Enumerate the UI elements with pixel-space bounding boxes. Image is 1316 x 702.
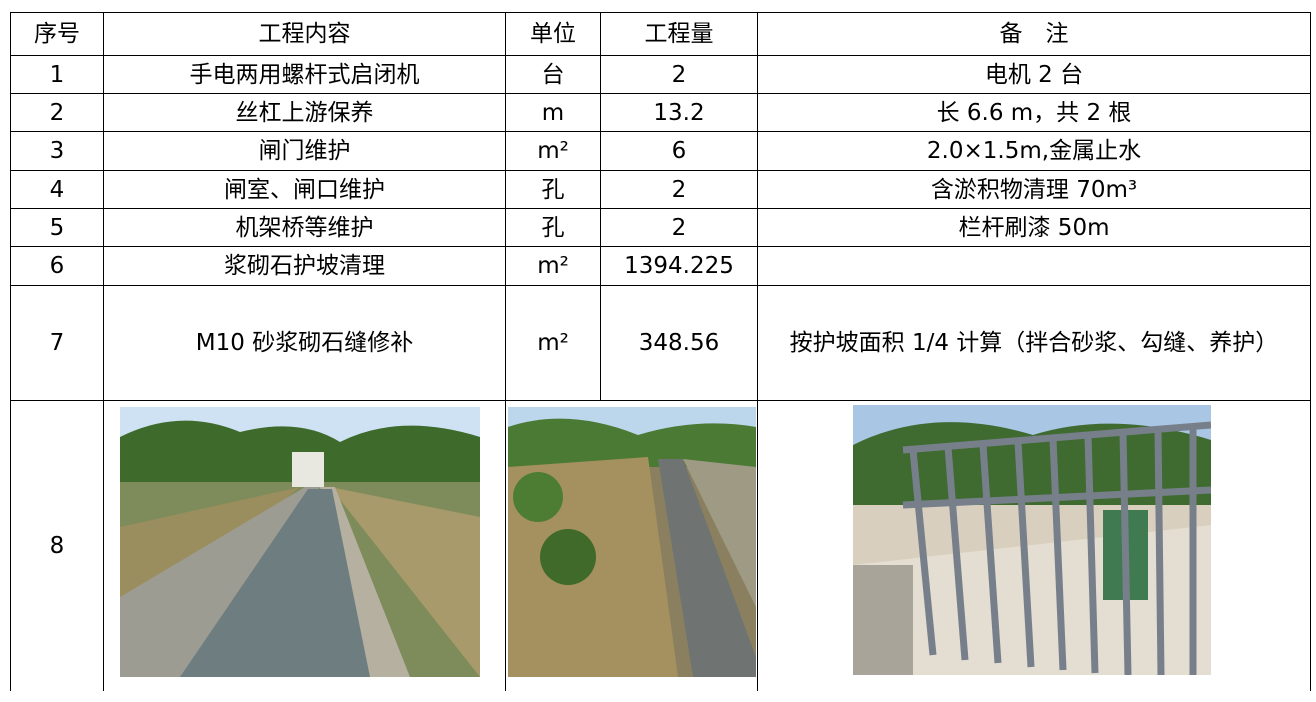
cell: 电机 2 台 — [757, 55, 1311, 94]
photo-canal — [120, 407, 480, 677]
cell: m² — [505, 285, 601, 401]
cell: 孔 — [505, 208, 601, 247]
cell: 手电两用螺杆式启闭机 — [103, 55, 506, 94]
cell: 丝杠上游保养 — [103, 93, 506, 132]
header-row: 序号 工程内容 单位 工程量 备 注 — [10, 12, 1311, 56]
photo-channel — [508, 407, 756, 677]
row: 2 丝杠上游保养 m 13.2 长 6.6 m，共 2 根 — [10, 93, 1311, 132]
cell: 2 — [10, 93, 104, 132]
cell: 闸门维护 — [103, 131, 506, 171]
cell: 栏杆刷漆 50m — [757, 208, 1311, 247]
cell: 含淤积物清理 70m³ — [757, 170, 1311, 209]
cell: M10 砂浆砌石缝修补 — [103, 285, 506, 401]
header-cell: 工程量 — [600, 12, 758, 56]
header-cell: 序号 — [10, 12, 104, 56]
cell: 4 — [10, 170, 104, 209]
cell: 6 — [600, 131, 758, 171]
work-table: 序号 工程内容 单位 工程量 备 注 1 手电两用螺杆式启闭机台 2 电机 2 台 2… — [10, 12, 1311, 691]
cell: 6 — [10, 246, 104, 286]
cell: 3 — [10, 131, 104, 171]
cell: 1394.225 — [600, 246, 758, 286]
cell: 8 — [10, 400, 104, 691]
row: 7 M10 砂浆砌石缝修补 m² 348.56 按护坡面积 1/4 计算（拌合砂浆、勾缝… — [10, 285, 1311, 401]
cell: 2.0×1.5m,金属止水 — [757, 131, 1311, 171]
row: 8 — [10, 400, 1311, 691]
photo-cell — [757, 400, 1311, 691]
photo-railing — [853, 405, 1211, 675]
row: 5 机架桥等维护孔 2 栏杆刷漆 50m — [10, 208, 1311, 247]
photo-cell — [505, 400, 758, 691]
cell: 1 — [10, 55, 104, 94]
cell: 浆砌石护坡清理 — [103, 246, 506, 286]
cell: 348.56 — [600, 285, 758, 401]
row: 1 手电两用螺杆式启闭机台 2 电机 2 台 — [10, 55, 1311, 94]
cell: m² — [505, 131, 601, 171]
header-cell: 备 注 — [757, 12, 1311, 56]
cell: 2 — [600, 208, 758, 247]
header-cell: 单位 — [505, 12, 601, 56]
row: 6 浆砌石护坡清理 m² 1394.225 — [10, 246, 1311, 286]
cell: m² — [505, 246, 601, 286]
cell: 7 — [10, 285, 104, 401]
cell: m — [505, 93, 601, 132]
header-cell: 工程内容 — [103, 12, 506, 56]
cell: 2 — [600, 55, 758, 94]
cell: 5 — [10, 208, 104, 247]
cell: 闸室、闸口维护 — [103, 170, 506, 209]
row: 3 闸门维护 m² 6 2.0×1.5m,金属止水 — [10, 131, 1311, 171]
cell: 孔 — [505, 170, 601, 209]
cell: 2 — [600, 170, 758, 209]
cell: 台 — [505, 55, 601, 94]
cell: 13.2 — [600, 93, 758, 132]
cell: 长 6.6 m，共 2 根 — [757, 93, 1311, 132]
cell — [757, 246, 1311, 286]
cell: 按护坡面积 1/4 计算（拌合砂浆、勾缝、养护） — [757, 285, 1311, 401]
cell: 机架桥等维护 — [103, 208, 506, 247]
row: 4 闸室、闸口维护孔 2 含淤积物清理 70m³ — [10, 170, 1311, 209]
photo-cell — [103, 400, 506, 691]
